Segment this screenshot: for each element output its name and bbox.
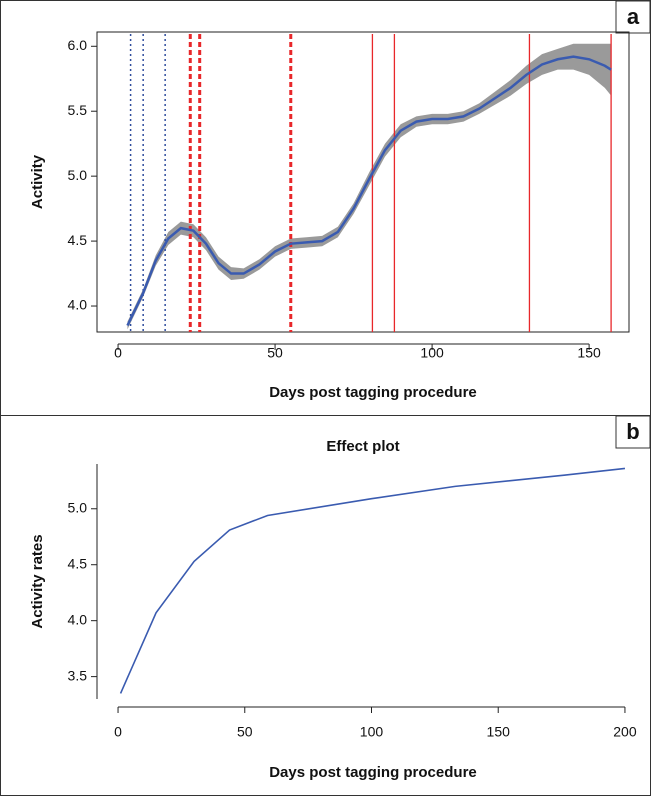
x-tick-label: 100 (360, 724, 384, 740)
x-tick-label: 150 (577, 345, 601, 361)
panel-label-box (615, 0, 651, 34)
y-tick-label: 4.5 (68, 555, 88, 571)
y-tick-label: 4.0 (68, 611, 88, 627)
y-tick-label: 4.0 (68, 297, 88, 313)
y-axis-label: Activity (29, 154, 46, 209)
chart-title: Effect plot (326, 438, 399, 455)
x-axis-label: Days post tagging procedure (269, 384, 477, 401)
trend-line (119, 467, 626, 694)
y-tick-label: 6.0 (68, 37, 88, 53)
panel-label: a (627, 4, 640, 29)
y-tick-label: 5.5 (68, 102, 88, 118)
x-tick-label: 200 (613, 724, 637, 740)
x-tick-label: 0 (114, 345, 122, 361)
panel-label: b (626, 419, 639, 444)
y-tick-label: 5.0 (68, 499, 88, 515)
x-tick-label: 100 (420, 345, 444, 361)
y-tick-label: 5.0 (68, 167, 88, 183)
y-tick-label: 4.5 (68, 232, 88, 248)
x-tick-label: 150 (487, 724, 511, 740)
x-tick-label: 50 (267, 345, 283, 361)
y-axis-label: Activity rates (29, 534, 46, 628)
trend-line (126, 55, 612, 327)
plot-box (96, 31, 630, 333)
y-tick-label: 3.5 (68, 667, 88, 683)
panel-label-box (615, 415, 651, 449)
x-axis-label: Days post tagging procedure (269, 764, 477, 781)
x-tick-label: 0 (114, 724, 122, 740)
x-tick-label: 50 (237, 724, 253, 740)
